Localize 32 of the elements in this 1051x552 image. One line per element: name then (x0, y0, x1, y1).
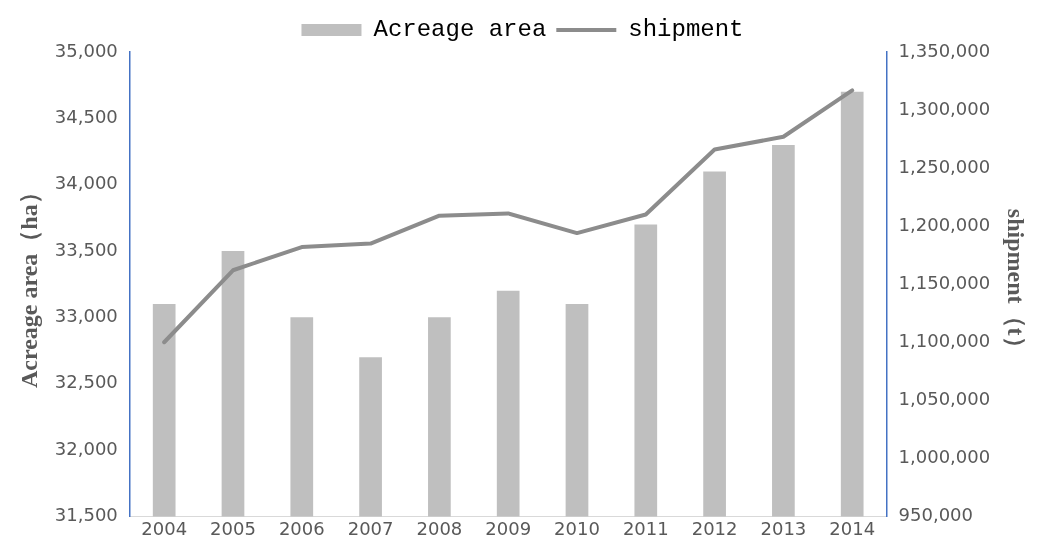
y2-tick-label: 950,000 (898, 504, 974, 526)
y2-tick-label: 1,350,000 (898, 39, 991, 61)
y2-tick-label: 1,200,000 (898, 213, 991, 235)
y-tick-label: 34,500 (54, 106, 118, 128)
x-tick-label: 2010 (554, 517, 600, 539)
x-tick-label: 2013 (760, 517, 807, 539)
y2-axis-title: shipment（t） (1003, 208, 1030, 360)
x-tick-label: 2004 (141, 517, 188, 539)
x-tick-label: 2006 (278, 517, 325, 539)
legend-label: shipment (628, 16, 744, 44)
y2-tick-label: 1,050,000 (898, 387, 991, 409)
y2-tick-label: 1,100,000 (898, 329, 991, 351)
x-tick-label: 2011 (622, 517, 669, 539)
legend-label: Acreage area (373, 16, 547, 44)
y-tick-label: 32,000 (54, 437, 118, 459)
y2-tick-label: 1,250,000 (898, 155, 991, 177)
y-tick-label: 33,500 (54, 238, 118, 260)
y-tick-label: 33,000 (54, 305, 118, 327)
y-tick-label: 35,000 (54, 39, 118, 61)
y-tick-label: 31,500 (54, 504, 118, 526)
y-tick-label: 32,500 (54, 371, 118, 393)
x-tick-label: 2007 (347, 517, 394, 539)
x-tick-label: 2009 (485, 517, 532, 539)
y2-tick-label: 1,150,000 (898, 271, 991, 293)
x-tick-label: 2005 (210, 517, 256, 539)
y2-tick-label: 1,300,000 (898, 97, 991, 119)
x-tick-label: 2014 (829, 517, 876, 539)
x-tick-label: 2012 (691, 517, 738, 539)
y-tick-label: 34,000 (54, 172, 118, 194)
y2-tick-label: 1,000,000 (898, 446, 991, 468)
x-tick-label: 2008 (416, 517, 463, 539)
y-axis-title: Acreage area（ha） (15, 180, 42, 389)
